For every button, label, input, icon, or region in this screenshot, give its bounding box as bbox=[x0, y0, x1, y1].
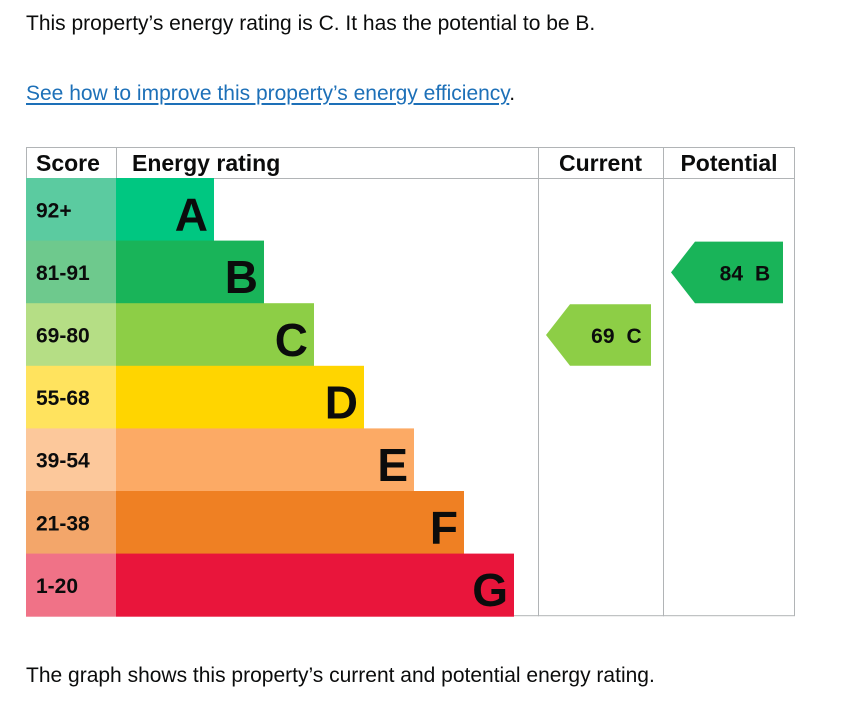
potential-rating-score: 84 bbox=[720, 262, 744, 285]
potential-rating-arrow bbox=[671, 241, 783, 304]
rating-bar-g bbox=[116, 553, 514, 617]
score-cell-b bbox=[26, 240, 116, 304]
score-range-a: 92+ bbox=[36, 199, 72, 222]
rating-bar-d bbox=[116, 365, 364, 429]
header-potential: Potential bbox=[680, 150, 777, 176]
link-suffix: . bbox=[509, 82, 516, 105]
score-cell-a bbox=[26, 178, 116, 242]
score-range-f: 21-38 bbox=[36, 512, 90, 535]
score-cell-g bbox=[26, 553, 116, 617]
chart-caption: The graph shows this property’s current … bbox=[26, 664, 655, 687]
score-cell-d bbox=[26, 365, 116, 429]
current-rating-arrow bbox=[546, 304, 651, 366]
header-current: Current bbox=[559, 150, 642, 176]
header-energy-rating: Energy rating bbox=[132, 150, 280, 176]
rating-letter-f: F bbox=[430, 502, 458, 554]
header-score: Score bbox=[36, 150, 100, 176]
score-cell-f bbox=[26, 491, 116, 555]
score-range-e: 39-54 bbox=[36, 450, 90, 473]
potential-rating-letter: B bbox=[755, 262, 770, 285]
rating-letter-c: C bbox=[275, 314, 308, 366]
rating-letter-d: D bbox=[325, 376, 358, 428]
improve-efficiency-link[interactable]: See how to improve this property’s energ… bbox=[26, 82, 510, 105]
rating-bar-e bbox=[116, 428, 414, 492]
rating-summary: This property’s energy rating is C. It h… bbox=[26, 12, 596, 35]
rating-letter-a: A bbox=[175, 189, 208, 241]
score-range-b: 81-91 bbox=[36, 262, 90, 285]
rating-bar-c bbox=[116, 303, 314, 367]
current-rating-letter: C bbox=[627, 325, 642, 348]
improve-paragraph: See how to improve this property’s energ… bbox=[26, 80, 515, 108]
score-range-g: 1-20 bbox=[36, 575, 78, 598]
rating-bar-b bbox=[116, 240, 264, 304]
current-rating-score: 69 bbox=[591, 325, 614, 348]
score-range-d: 55-68 bbox=[36, 387, 90, 410]
rating-letter-e: E bbox=[377, 439, 408, 491]
score-range-c: 69-80 bbox=[36, 325, 90, 348]
rating-bar-a bbox=[116, 178, 214, 242]
score-cell-e bbox=[26, 428, 116, 492]
score-cell-c bbox=[26, 303, 116, 367]
rating-letter-g: G bbox=[472, 564, 508, 616]
rating-letter-b: B bbox=[225, 251, 258, 303]
rating-bar-f bbox=[116, 491, 464, 555]
